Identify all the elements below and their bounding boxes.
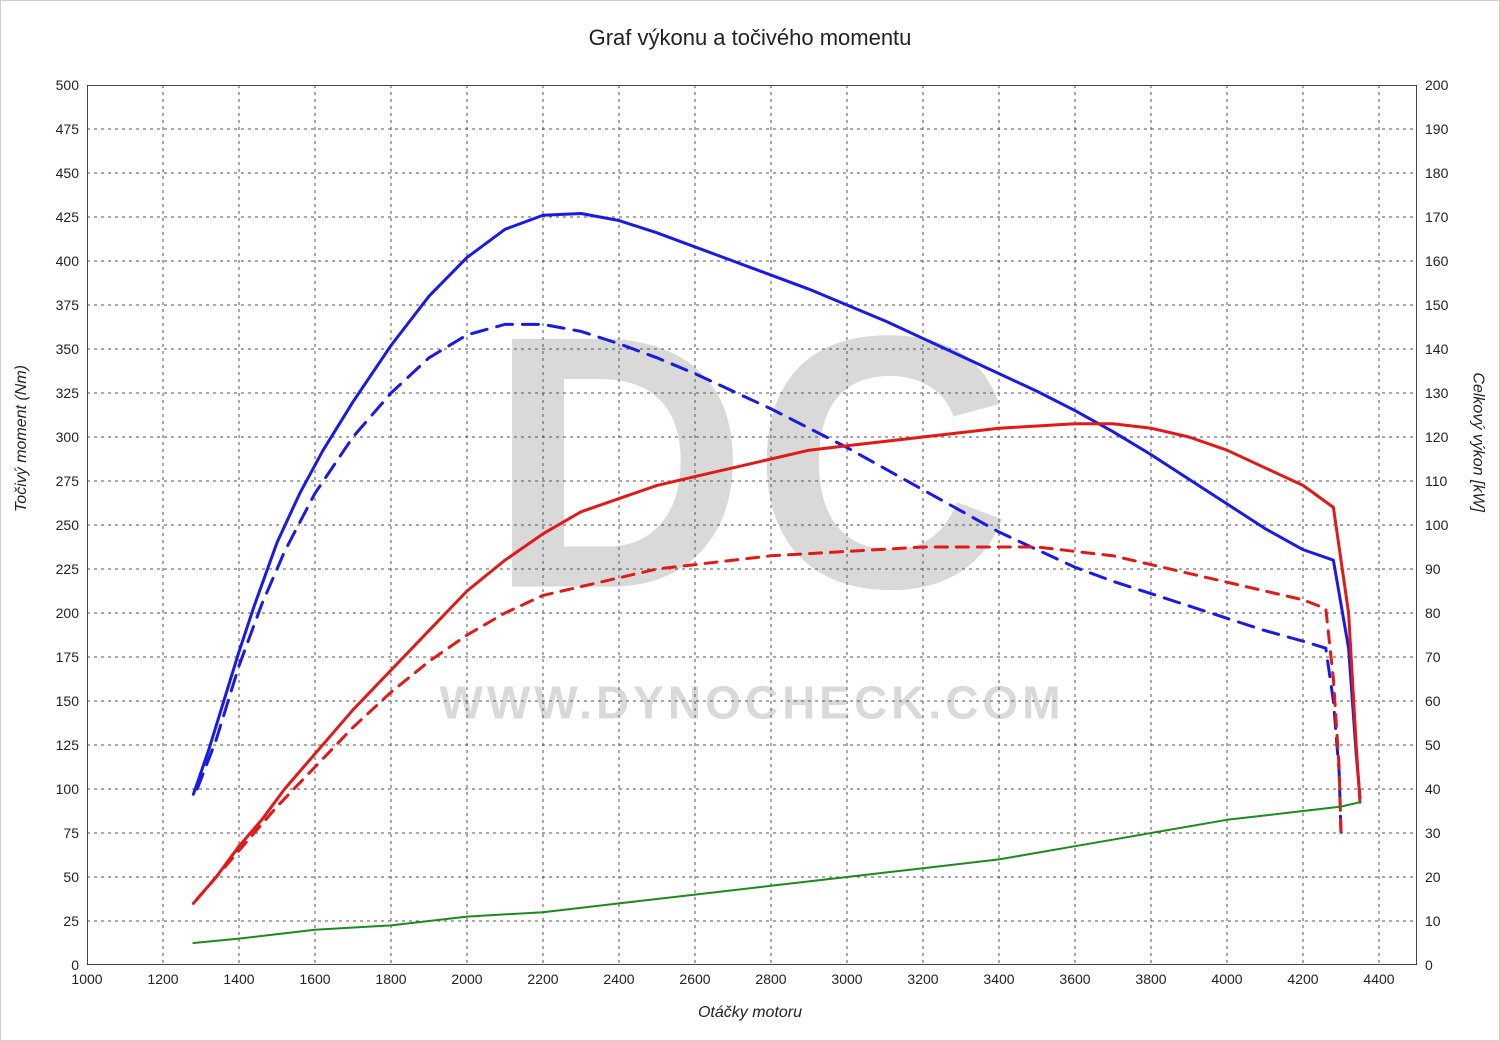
tick-label: 325	[56, 385, 79, 401]
tick-label: 190	[1425, 121, 1448, 137]
tick-label: 450	[56, 165, 79, 181]
tick-label: 1400	[223, 971, 254, 987]
tick-label: 25	[63, 913, 79, 929]
tick-label: 120	[1425, 429, 1448, 445]
tick-label: 180	[1425, 165, 1448, 181]
tick-label: 3800	[1135, 971, 1166, 987]
tick-label: 1200	[147, 971, 178, 987]
tick-label: 50	[63, 869, 79, 885]
tick-label: 150	[56, 693, 79, 709]
tick-label: 30	[1425, 825, 1441, 841]
tick-label: 250	[56, 517, 79, 533]
tick-label: 125	[56, 737, 79, 753]
tick-label: 60	[1425, 693, 1441, 709]
tick-label: 4000	[1211, 971, 1242, 987]
tick-label: 500	[56, 77, 79, 93]
tick-label: 140	[1425, 341, 1448, 357]
tick-label: 100	[56, 781, 79, 797]
tick-label: 1600	[299, 971, 330, 987]
tick-label: 70	[1425, 649, 1441, 665]
tick-label: 225	[56, 561, 79, 577]
tick-label: 350	[56, 341, 79, 357]
chart-title: Graf výkonu a točivého momentu	[1, 25, 1499, 51]
tick-label: 2400	[603, 971, 634, 987]
tick-label: 2600	[679, 971, 710, 987]
tick-label: 80	[1425, 605, 1441, 621]
tick-label: 75	[63, 825, 79, 841]
tick-label: 130	[1425, 385, 1448, 401]
tick-label: 100	[1425, 517, 1448, 533]
y-left-axis-label: Točivý moment (Nm)	[13, 365, 31, 512]
tick-label: 3000	[831, 971, 862, 987]
tick-label: 110	[1425, 473, 1447, 489]
tick-label: 3400	[983, 971, 1014, 987]
y-right-axis-label: Celkový výkon [kW]	[1469, 372, 1487, 512]
tick-label: 200	[56, 605, 79, 621]
tick-label: 300	[56, 429, 79, 445]
dyno-chart: Graf výkonu a točivého momentu DCWWW.DYN…	[0, 0, 1500, 1041]
tick-label: 2200	[527, 971, 558, 987]
tick-label: 170	[1425, 209, 1448, 225]
tick-label: 0	[71, 957, 79, 973]
tick-label: 150	[1425, 297, 1448, 313]
tick-label: 10	[1425, 913, 1441, 929]
tick-label: 400	[56, 253, 79, 269]
tick-label: 175	[56, 649, 79, 665]
tick-label: 2000	[451, 971, 482, 987]
tick-label: 40	[1425, 781, 1441, 797]
tick-label: 50	[1425, 737, 1441, 753]
tick-label: 0	[1425, 957, 1433, 973]
tick-label: 90	[1425, 561, 1441, 577]
tick-label: 3600	[1059, 971, 1090, 987]
tick-label: 4200	[1287, 971, 1318, 987]
tick-label: 375	[56, 297, 79, 313]
tick-label: 160	[1425, 253, 1448, 269]
tick-label: 2800	[755, 971, 786, 987]
tick-label: 1000	[71, 971, 102, 987]
x-axis-label: Otáčky motoru	[1, 1004, 1499, 1022]
tick-label: 275	[56, 473, 79, 489]
plot-area: DCWWW.DYNOCHECK.COM 10001200140016001800…	[87, 85, 1417, 965]
tick-label: 425	[56, 209, 79, 225]
tick-label: 475	[56, 121, 79, 137]
tick-label: 200	[1425, 77, 1448, 93]
tick-label: 20	[1425, 869, 1441, 885]
tick-label: 4400	[1363, 971, 1394, 987]
tick-label: 1800	[375, 971, 406, 987]
tick-labels: 1000120014001600180020002200240026002800…	[87, 85, 1417, 965]
tick-label: 3200	[907, 971, 938, 987]
